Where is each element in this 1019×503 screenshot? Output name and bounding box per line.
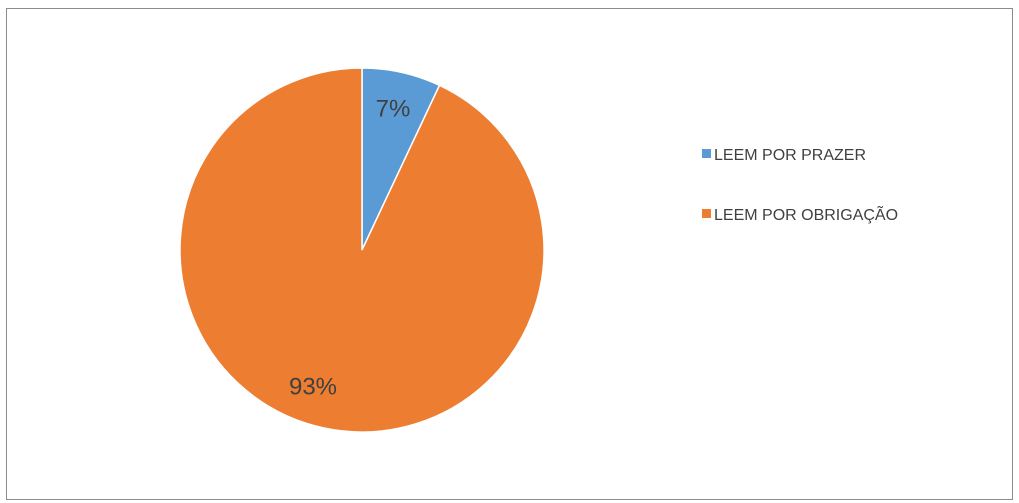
pie-slice-leem-por-obrigacao xyxy=(179,67,545,433)
legend: LEEM POR PRAZER LEEM POR OBRIGAÇÃO xyxy=(702,147,898,224)
pie-slices xyxy=(179,67,545,433)
legend-swatch xyxy=(702,149,711,158)
pie-data-labels: 7% 93% xyxy=(289,95,410,400)
data-label: 7% xyxy=(376,95,411,122)
legend-swatch xyxy=(702,209,711,218)
legend-label: LEEM POR PRAZER xyxy=(714,147,866,164)
legend-label: LEEM POR OBRIGAÇÃO xyxy=(714,204,898,224)
data-label: 93% xyxy=(289,373,337,400)
